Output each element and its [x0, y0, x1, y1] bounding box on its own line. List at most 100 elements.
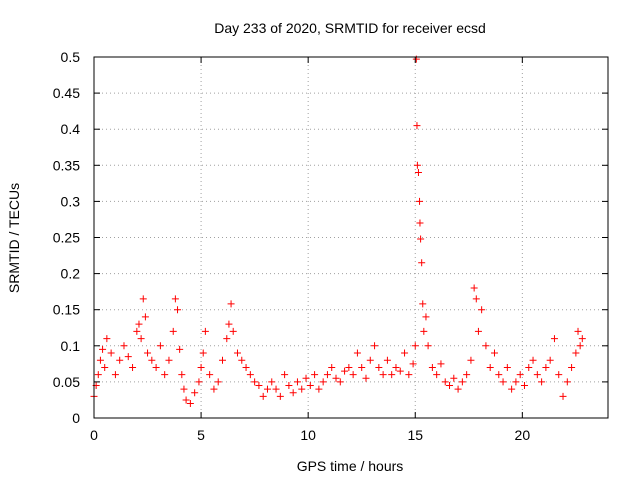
chart-title: Day 233 of 2020, SRMTID for receiver ecs…	[214, 20, 486, 36]
data-point-marker	[169, 327, 177, 335]
data-point-marker	[366, 356, 374, 364]
data-point-marker	[375, 363, 383, 371]
data-point-marker	[416, 197, 424, 205]
data-point-marker	[306, 382, 314, 390]
data-point-marker	[520, 382, 528, 390]
data-point-marker	[201, 327, 209, 335]
x-axis-label: GPS time / hours	[297, 458, 404, 474]
data-point-marker	[446, 382, 454, 390]
data-point-marker	[214, 378, 222, 386]
y-tick-label: 0.3	[61, 193, 81, 209]
y-tick-label: 0.35	[53, 157, 80, 173]
data-point-marker	[323, 371, 331, 379]
y-tick-label: 0.1	[61, 338, 81, 354]
data-point-marker	[508, 385, 516, 393]
data-point-marker	[559, 392, 567, 400]
data-point-marker	[148, 356, 156, 364]
data-point-marker	[433, 371, 441, 379]
data-point-marker	[576, 342, 584, 350]
x-tick-label: 10	[300, 427, 316, 443]
data-point-marker	[555, 371, 563, 379]
data-points	[90, 55, 586, 408]
data-point-marker	[437, 360, 445, 368]
data-point-marker	[259, 392, 267, 400]
data-point-marker	[319, 378, 327, 386]
data-point-marker	[233, 349, 241, 357]
data-point-marker	[171, 295, 179, 303]
data-point-marker	[396, 367, 404, 375]
data-point-marker	[401, 349, 409, 357]
data-point-marker	[482, 342, 490, 350]
data-point-marker	[139, 295, 147, 303]
data-point-marker	[195, 378, 203, 386]
data-point-marker	[413, 161, 421, 169]
data-point-marker	[298, 385, 306, 393]
y-tick-label: 0.15	[53, 302, 80, 318]
data-point-marker	[349, 371, 357, 379]
data-point-marker	[572, 349, 580, 357]
data-point-marker	[246, 371, 254, 379]
data-point-marker	[550, 335, 558, 343]
data-point-marker	[116, 356, 124, 364]
x-tick-label: 15	[407, 427, 423, 443]
data-point-marker	[332, 374, 340, 382]
data-point-marker	[441, 378, 449, 386]
data-point-marker	[405, 371, 413, 379]
data-point-marker	[417, 235, 425, 243]
data-point-marker	[103, 335, 111, 343]
data-point-marker	[450, 374, 458, 382]
data-point-marker	[454, 385, 462, 393]
data-point-marker	[512, 378, 520, 386]
x-tick-label: 5	[197, 427, 205, 443]
data-point-marker	[206, 371, 214, 379]
data-point-marker	[478, 306, 486, 314]
data-point-marker	[392, 363, 400, 371]
y-tick-label: 0.2	[61, 266, 81, 282]
data-point-marker	[111, 371, 119, 379]
data-point-marker	[152, 363, 160, 371]
data-point-marker	[141, 313, 149, 321]
data-point-marker	[467, 356, 475, 364]
y-tick-label: 0.45	[53, 85, 80, 101]
data-point-marker	[242, 363, 250, 371]
data-point-marker	[424, 342, 432, 350]
data-point-marker	[135, 320, 143, 328]
data-point-marker	[458, 378, 466, 386]
data-point-marker	[542, 363, 550, 371]
data-point-marker	[293, 378, 301, 386]
data-point-marker	[124, 353, 132, 361]
data-point-marker	[353, 349, 361, 357]
data-point-marker	[499, 378, 507, 386]
data-point-marker	[525, 363, 533, 371]
data-point-marker	[182, 396, 190, 404]
data-point-marker	[578, 335, 586, 343]
data-point-marker	[191, 389, 199, 397]
data-point-marker	[411, 342, 419, 350]
data-point-marker	[345, 363, 353, 371]
data-point-marker	[94, 371, 102, 379]
data-point-marker	[219, 356, 226, 364]
data-point-marker	[490, 349, 498, 357]
data-point-marker	[546, 356, 554, 364]
data-point-marker	[197, 363, 205, 371]
data-point-marker	[133, 327, 141, 335]
data-point-marker	[238, 356, 246, 364]
data-point-marker	[227, 300, 235, 308]
data-point-marker	[419, 300, 427, 308]
data-point-marker	[568, 363, 576, 371]
data-point-marker	[388, 371, 396, 379]
axis-ticks: 0 5 10 15 20 0 0.05 0.1 0.15 0.2 0.25 0.3 0.35 0.4 0.4…	[53, 49, 608, 443]
data-point-marker	[358, 363, 366, 371]
data-point-marker	[144, 349, 152, 357]
data-point-marker	[137, 335, 145, 343]
data-point-marker	[474, 327, 482, 335]
x-tick-label: 20	[515, 427, 531, 443]
data-point-marker	[165, 356, 173, 364]
data-point-marker	[120, 342, 128, 350]
y-tick-label: 0.4	[61, 121, 81, 137]
y-axis-label: SRMTID / TECUs	[6, 183, 22, 293]
data-point-marker	[529, 356, 537, 364]
data-point-marker	[186, 400, 194, 408]
y-tick-label: 0.25	[53, 230, 80, 246]
